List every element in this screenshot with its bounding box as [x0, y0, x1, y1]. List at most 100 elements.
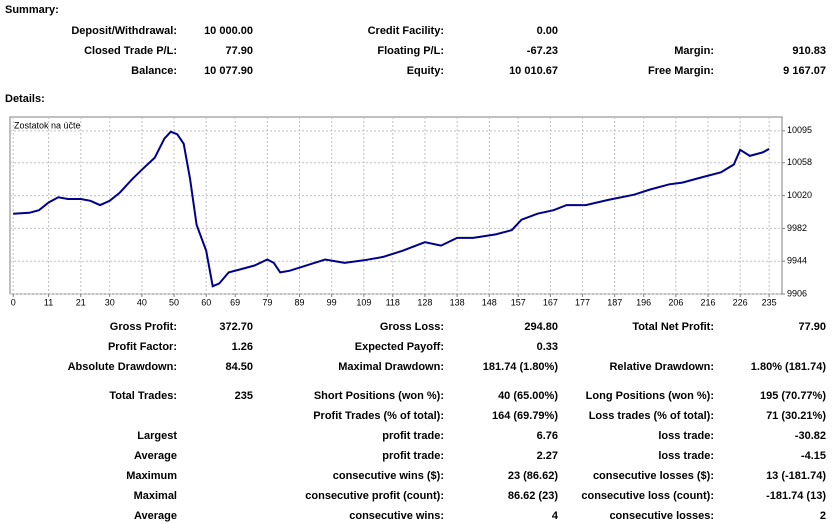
field-value: 71 (30.21%) [766, 410, 826, 422]
field-label: loss trade: [658, 450, 714, 462]
x-tick-label: 118 [386, 297, 400, 307]
x-tick-label: 69 [230, 297, 240, 307]
x-tick-label: 187 [607, 297, 622, 307]
field-label: Relative Drawdown: [609, 361, 714, 373]
field-label: Equity: [406, 65, 444, 77]
y-tick-label: 10020 [787, 190, 812, 200]
x-tick-label: 148 [482, 297, 497, 307]
field-label: Gross Loss: [379, 321, 444, 333]
x-tick-label: 138 [450, 297, 465, 307]
field-value: -4.15 [800, 450, 826, 462]
field-label: consecutive wins: [349, 510, 444, 522]
x-tick-label: 128 [417, 297, 432, 307]
y-tick-label: 10058 [787, 157, 812, 167]
y-tick-label: 9944 [787, 256, 807, 266]
field-value: -67.23 [526, 45, 558, 57]
field-value: 10 010.67 [509, 65, 558, 77]
field-label: Maximal Drawdown: [338, 361, 444, 373]
field-label: consecutive wins ($): [332, 470, 444, 482]
field-label: Closed Trade P/L: [84, 45, 177, 57]
field-value: 0.00 [536, 25, 558, 37]
field-value: 2.27 [536, 450, 558, 462]
field-label: Absolute Drawdown: [67, 361, 177, 373]
x-tick-label: 99 [327, 297, 337, 307]
x-tick-label: 226 [733, 297, 748, 307]
x-tick-label: 109 [356, 297, 371, 307]
field-value: 372.70 [219, 321, 253, 333]
field-value: 9 167.07 [783, 65, 826, 77]
field-label: loss trade: [658, 430, 714, 442]
field-value: 910.83 [792, 45, 826, 57]
x-tick-label: 60 [201, 297, 211, 307]
field-value: 195 (70.77%) [759, 390, 826, 402]
field-label: Largest [137, 430, 177, 442]
x-tick-label: 89 [294, 297, 304, 307]
field-value: 0.33 [536, 341, 558, 353]
field-value: 40 (65.00%) [498, 390, 558, 402]
field-value: 164 (69.79%) [491, 410, 558, 422]
field-value: 23 (86.62) [507, 470, 558, 482]
field-label: Free Margin: [647, 65, 714, 77]
x-tick-label: 206 [668, 297, 683, 307]
field-value: 2 [819, 510, 826, 522]
field-label: Maximum [126, 470, 177, 482]
section-title: Summary: [5, 4, 59, 16]
field-label: Gross Profit: [109, 321, 177, 333]
field-label: Maximal [133, 490, 177, 502]
section-title: Details: [5, 93, 45, 105]
field-label: consecutive losses ($): [592, 470, 714, 482]
field-label: consecutive profit (count): [305, 490, 444, 502]
field-value: 4 [551, 510, 558, 522]
field-label: consecutive loss (count): [581, 490, 714, 502]
field-value: 10 077.90 [204, 65, 253, 77]
field-label: profit trade: [382, 450, 444, 462]
field-value: -181.74 (13) [766, 490, 826, 502]
field-value: 86.62 (23) [507, 490, 558, 502]
field-label: Deposit/Withdrawal: [71, 25, 177, 37]
balance-line [13, 130, 770, 288]
x-tick-label: 50 [169, 297, 179, 307]
y-tick-label: 10095 [787, 125, 812, 135]
x-tick-label: 21 [76, 297, 86, 307]
field-value: 294.80 [524, 321, 558, 333]
field-label: consecutive losses: [609, 510, 714, 522]
field-label: Short Positions (won %): [313, 390, 444, 402]
field-label: Expected Payoff: [354, 341, 444, 353]
field-label: Balance: [131, 65, 177, 77]
chart-title: Zostatok na účte [14, 120, 81, 130]
field-value: -30.82 [794, 430, 826, 442]
field-value: 77.90 [225, 45, 253, 57]
x-tick-label: 40 [137, 297, 147, 307]
field-value: 77.90 [798, 321, 826, 333]
field-label: Long Positions (won %): [585, 390, 714, 402]
field-label: Total Trades: [109, 390, 177, 402]
field-value: 1.80% (181.74) [750, 361, 826, 373]
field-value: 6.76 [536, 430, 558, 442]
x-tick-label: 30 [105, 297, 115, 307]
y-tick-label: 9982 [787, 223, 807, 233]
plot-frame [9, 116, 783, 295]
field-label: Credit Facility: [367, 25, 444, 37]
x-tick-label: 235 [762, 297, 777, 307]
x-tick-label: 177 [575, 297, 590, 307]
x-tick-label: 196 [636, 297, 651, 307]
field-value: 1.26 [231, 341, 253, 353]
field-label: Profit Factor: [107, 341, 177, 353]
field-value: 181.74 (1.80%) [482, 361, 558, 373]
x-tick-label: 79 [262, 297, 272, 307]
x-tick-label: 167 [543, 297, 558, 307]
field-value: 84.50 [225, 361, 253, 373]
y-tick-label: 9906 [787, 288, 807, 298]
field-label: Total Net Profit: [632, 321, 714, 333]
x-tick-label: 216 [701, 297, 716, 307]
field-label: Margin: [674, 45, 714, 57]
x-tick-label: 0 [11, 297, 16, 307]
field-value: 10 000.00 [204, 25, 253, 37]
field-value: 13 (-181.74) [766, 470, 826, 482]
x-tick-label: 11 [44, 297, 53, 307]
field-label: Profit Trades (% of total): [313, 410, 444, 422]
x-tick-label: 157 [511, 297, 526, 307]
field-label: Loss trades (% of total): [588, 410, 714, 422]
